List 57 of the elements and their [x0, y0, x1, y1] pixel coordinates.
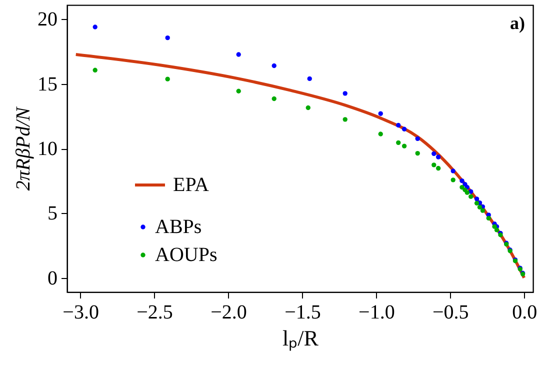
point: [396, 140, 401, 146]
y-tick-label: 5: [48, 202, 58, 225]
point: [342, 117, 348, 122]
y-tick-label: 10: [38, 138, 58, 160]
point: [165, 35, 170, 40]
point: [468, 194, 474, 199]
x-tick-label: −0.5: [432, 302, 469, 324]
point: [307, 76, 312, 82]
point: [415, 136, 420, 142]
point: [477, 204, 482, 210]
point: [342, 91, 348, 96]
point: [436, 154, 441, 160]
y-tick-label: 15: [38, 73, 58, 96]
point: [450, 168, 456, 174]
legend-label: AOUPs: [155, 244, 218, 266]
point: [92, 68, 98, 72]
point: [468, 189, 474, 194]
point: [402, 144, 407, 148]
point: [396, 122, 401, 128]
line-series: [74, 53, 526, 280]
point: [165, 76, 170, 82]
point: [236, 52, 241, 57]
x-tick-label: 0.0: [512, 302, 538, 324]
point: [272, 96, 276, 102]
legend-label: EPA: [173, 174, 210, 196]
y-tick-label: 20: [38, 8, 58, 31]
y-tick-label: 0: [48, 267, 58, 290]
x-axis-title: lₚ/R: [282, 326, 319, 352]
x-tick-label: −2.0: [210, 302, 247, 324]
point: [464, 190, 470, 195]
y-axis-title: 2πRβPd/N: [12, 106, 34, 191]
annotation: a): [510, 13, 525, 33]
point: [486, 216, 491, 221]
point: [474, 196, 480, 202]
x-tick-label: −3.0: [62, 302, 99, 324]
point: [474, 200, 480, 206]
point: [494, 228, 500, 232]
point: [432, 151, 436, 156]
point: [236, 88, 241, 94]
point: [402, 126, 407, 132]
point: [432, 162, 436, 168]
point: [460, 178, 464, 184]
point: [480, 208, 486, 213]
legend-label: ABPs: [155, 216, 202, 238]
point: [492, 224, 497, 229]
point: [92, 24, 98, 30]
x-tick-label: −1.5: [284, 302, 321, 324]
point: [378, 132, 383, 136]
point: [272, 63, 276, 68]
point: [460, 184, 464, 190]
point: [450, 178, 456, 182]
point: [378, 111, 383, 116]
point: [436, 166, 441, 171]
point: [306, 105, 310, 110]
x-tick-label: −1.0: [358, 302, 395, 324]
point: [415, 150, 420, 156]
x-tick-label: −2.5: [136, 302, 173, 324]
